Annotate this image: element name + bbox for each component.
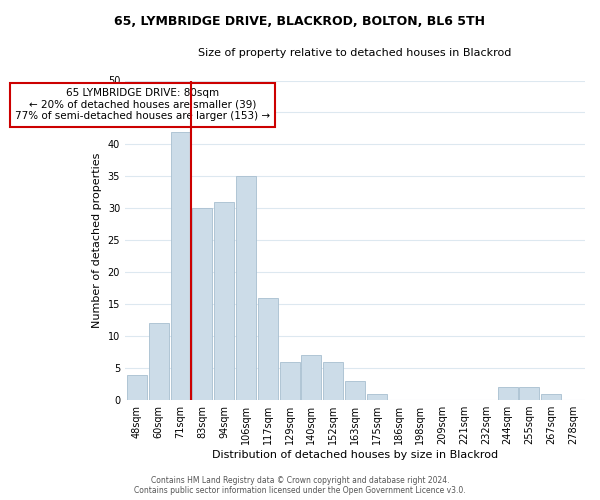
Bar bbox=[301, 356, 322, 400]
Bar bbox=[367, 394, 387, 400]
Bar bbox=[214, 202, 234, 400]
Text: 65 LYMBRIDGE DRIVE: 80sqm
← 20% of detached houses are smaller (39)
77% of semi-: 65 LYMBRIDGE DRIVE: 80sqm ← 20% of detac… bbox=[15, 88, 270, 122]
Bar bbox=[520, 388, 539, 400]
Text: Contains HM Land Registry data © Crown copyright and database right 2024.
Contai: Contains HM Land Registry data © Crown c… bbox=[134, 476, 466, 495]
Y-axis label: Number of detached properties: Number of detached properties bbox=[92, 152, 102, 328]
Bar bbox=[497, 388, 518, 400]
Bar bbox=[323, 362, 343, 400]
Bar bbox=[541, 394, 561, 400]
X-axis label: Distribution of detached houses by size in Blackrod: Distribution of detached houses by size … bbox=[212, 450, 498, 460]
Bar bbox=[280, 362, 299, 400]
Title: Size of property relative to detached houses in Blackrod: Size of property relative to detached ho… bbox=[198, 48, 512, 58]
Bar bbox=[236, 176, 256, 400]
Text: 65, LYMBRIDGE DRIVE, BLACKROD, BOLTON, BL6 5TH: 65, LYMBRIDGE DRIVE, BLACKROD, BOLTON, B… bbox=[115, 15, 485, 28]
Bar bbox=[345, 381, 365, 400]
Bar bbox=[170, 132, 191, 400]
Bar bbox=[258, 298, 278, 400]
Bar bbox=[149, 324, 169, 400]
Bar bbox=[127, 374, 147, 400]
Bar bbox=[193, 208, 212, 400]
